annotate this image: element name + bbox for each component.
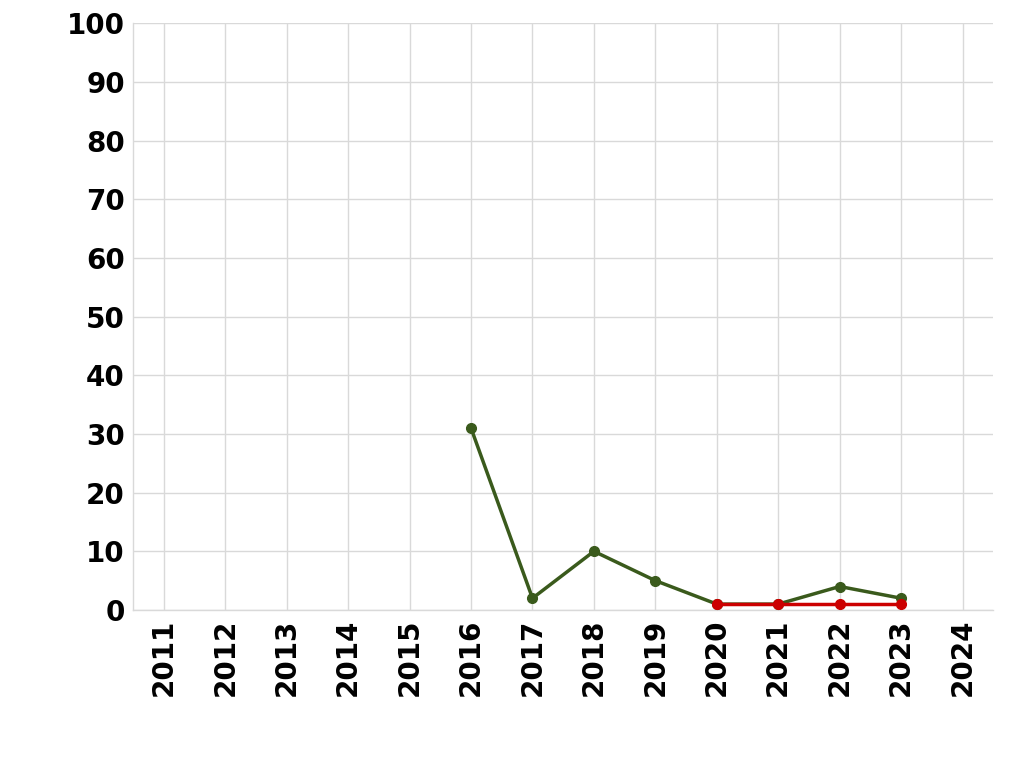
Verticillium <box>711 599 723 608</box>
Sclerotinia <box>526 594 539 603</box>
Sclerotinia <box>834 582 846 591</box>
Verticillium <box>772 599 784 608</box>
Sclerotinia <box>465 423 477 432</box>
Line: Sclerotinia: Sclerotinia <box>466 423 906 609</box>
Sclerotinia <box>711 599 723 608</box>
Sclerotinia <box>772 599 784 608</box>
Verticillium <box>834 599 846 608</box>
Line: Verticillium: Verticillium <box>712 599 906 609</box>
Sclerotinia <box>895 594 907 603</box>
Verticillium <box>895 599 907 608</box>
Sclerotinia <box>588 547 600 556</box>
Sclerotinia <box>649 576 662 585</box>
